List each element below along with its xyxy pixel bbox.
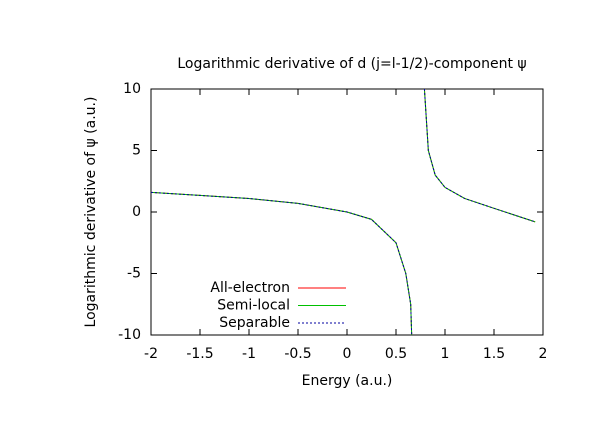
- series-line: [150, 191, 413, 336]
- legend-label: Semi-local: [217, 298, 290, 314]
- x-tick-label: -0.5: [284, 346, 311, 362]
- y-tick-label: 0: [132, 204, 141, 220]
- y-tick-label: -10: [118, 327, 141, 343]
- y-axis-label: Logarithmic derivative of ψ (a.u.): [83, 97, 99, 328]
- series-line: [423, 88, 536, 223]
- series-line: [423, 88, 536, 223]
- y-tick-label: 10: [123, 81, 141, 97]
- series-line: [423, 88, 536, 223]
- x-tick-label: -1: [242, 346, 256, 362]
- legend-label: Separable: [219, 315, 290, 331]
- x-axis-label: Energy (a.u.): [302, 373, 393, 389]
- y-tick-label: -5: [127, 266, 141, 282]
- x-tick-label: 0: [343, 346, 352, 362]
- series-line: [150, 191, 413, 336]
- x-tick-label: 1.5: [483, 346, 505, 362]
- x-tick-label: 0.5: [385, 346, 407, 362]
- x-tick-label: -1.5: [186, 346, 213, 362]
- x-tick-label: 1: [441, 346, 450, 362]
- x-tick-label: 2: [539, 346, 548, 362]
- y-tick-label: 5: [132, 143, 141, 159]
- x-tick-label: -2: [144, 346, 158, 362]
- chart-title: Logarithmic derivative of d (j=l-1/2)-co…: [177, 56, 526, 72]
- legend-label: All-electron: [210, 280, 290, 296]
- series-line: [150, 191, 413, 336]
